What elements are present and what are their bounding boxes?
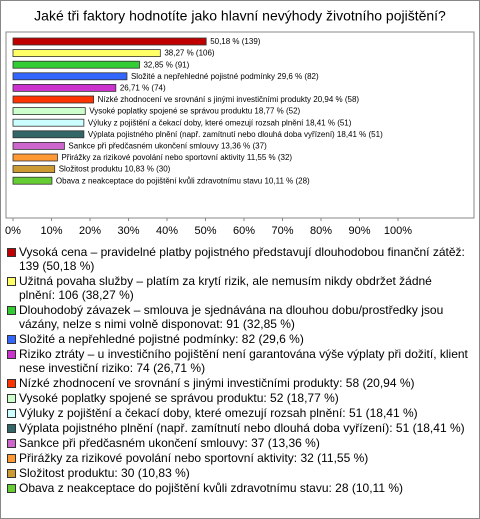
bar — [12, 165, 56, 174]
legend-swatch — [7, 248, 16, 257]
legend-swatch — [7, 335, 16, 344]
bar — [12, 176, 53, 185]
bar — [12, 49, 161, 57]
data-label: Výplata pojistného plnění (např. zamítnu… — [88, 130, 383, 139]
data-label: Složité a nepřehledné pojistné podmínky … — [131, 72, 319, 81]
data-label: Nízké zhodnocení ve srovnání s jinými in… — [98, 95, 360, 104]
data-label: 50,18 % (139) — [210, 37, 261, 46]
x-tick-label: 0% — [5, 225, 21, 237]
x-tick-label: 20% — [79, 225, 101, 237]
bar — [12, 107, 86, 115]
legend-item: Dlouhodobý závazek – smlouva je sjednává… — [7, 303, 469, 331]
legend-item: Výplata pojistného plnění (např. zamítnu… — [7, 421, 469, 435]
x-tick-label: 50% — [194, 225, 216, 237]
legend-label: Nízké zhodnocení ve srovnání s jinými in… — [19, 376, 415, 390]
legend-swatch — [7, 350, 16, 359]
x-tick-label: 100% — [384, 225, 412, 237]
legend-swatch — [7, 394, 16, 403]
legend-item: Riziko ztráty – u investičního pojištění… — [7, 347, 469, 375]
legend-swatch — [7, 484, 16, 493]
legend-label: Riziko ztráty – u investičního pojištění… — [19, 347, 468, 375]
legend-label: Přirážky za rizikové povolání nebo sport… — [19, 451, 369, 465]
bar — [12, 95, 95, 104]
legend-label: Vysoká cena – pravidelné platby pojistné… — [19, 245, 465, 273]
legend-item: Vysoké poplatky spojené se správou produ… — [7, 391, 469, 405]
chart-title: Jaké tři faktory hodnotíte jako hlavní n… — [34, 8, 446, 24]
legend: Vysoká cena – pravidelné platby pojistné… — [7, 245, 469, 496]
bar — [12, 37, 207, 46]
legend-swatch — [7, 277, 16, 286]
data-label: Sankce při předčasném ukončení smlouvy 1… — [68, 142, 267, 151]
bar — [12, 141, 65, 150]
bar — [12, 118, 85, 127]
bar — [12, 153, 58, 162]
data-label: Složitost produktu 10,83 % (30) — [59, 165, 171, 174]
legend-label: Výplata pojistného plnění (např. zamítnu… — [19, 421, 465, 435]
legend-swatch — [7, 424, 16, 433]
bar — [12, 60, 140, 69]
legend-item: Přirážky za rizikové povolání nebo sport… — [7, 451, 469, 465]
data-label: Vysoké poplatky spojené se správou produ… — [89, 107, 300, 116]
legend-item: Složité a nepřehledné pojistné podmínky:… — [7, 332, 469, 346]
data-label: 32,85 % (91) — [143, 60, 189, 69]
legend-label: Složitost produktu: 30 (10,83 %) — [19, 466, 190, 480]
legend-swatch — [7, 306, 16, 315]
legend-item: Vysoká cena – pravidelné platby pojistné… — [7, 245, 469, 273]
data-label: Výluky z pojištění a čekací doby, které … — [88, 118, 352, 127]
data-label: Obava z neakceptace do pojištění kvůli z… — [56, 176, 310, 185]
x-tick-label: 90% — [348, 225, 370, 237]
x-tick-label: 10% — [40, 225, 62, 237]
legend-item: Nízké zhodnocení ve srovnání s jinými in… — [7, 376, 469, 390]
plot-frame — [5, 31, 475, 219]
x-tick-label: 70% — [271, 225, 293, 237]
legend-label: Dlouhodobý závazek – smlouva je sjednává… — [19, 303, 444, 331]
legend-item: Složitost produktu: 30 (10,83 %) — [7, 466, 469, 480]
x-tick-label: 40% — [156, 225, 178, 237]
legend-item: Užitná povaha služby – platím za krytí r… — [7, 274, 469, 302]
data-label: 26,71 % (74) — [120, 84, 166, 93]
x-tick-label: 30% — [117, 225, 139, 237]
bar — [12, 130, 85, 139]
legend-item: Obava z neakceptace do pojištění kvůli z… — [7, 481, 469, 495]
data-label: 38,27 % (106) — [164, 49, 215, 58]
legend-swatch — [7, 409, 16, 418]
legend-item: Sankce při předčasném ukončení smlouvy: … — [7, 436, 469, 450]
x-tick-label: 80% — [310, 225, 332, 237]
legend-item: Výluky z pojištění a čekací doby, které … — [7, 406, 469, 420]
chart: Jaké tři faktory hodnotíte jako hlavní n… — [5, 8, 475, 237]
legend-label: Složité a nepřehledné pojistné podmínky:… — [19, 332, 304, 346]
legend-swatch — [7, 469, 16, 478]
legend-label: Obava z neakceptace do pojištění kvůli z… — [19, 481, 403, 495]
legend-label: Sankce při předčasném ukončení smlouvy: … — [19, 436, 320, 450]
x-tick-label: 60% — [233, 225, 255, 237]
bar — [12, 84, 117, 92]
legend-swatch — [7, 454, 16, 463]
legend-label: Užitná povaha služby – platím za krytí r… — [19, 274, 432, 302]
bar — [12, 72, 128, 81]
legend-label: Výluky z pojištění a čekací doby, které … — [19, 406, 418, 420]
data-label: Přirážky za rizikové povolání nebo sport… — [61, 153, 292, 162]
legend-label: Vysoké poplatky spojené se správou produ… — [19, 391, 339, 405]
legend-swatch — [7, 379, 16, 388]
legend-swatch — [7, 439, 16, 448]
